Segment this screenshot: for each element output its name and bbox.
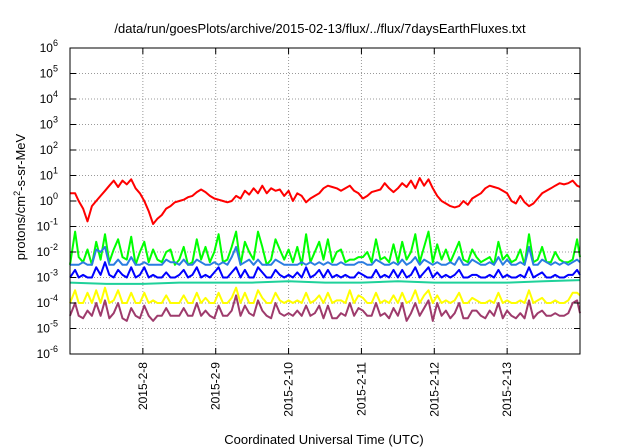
y-tick-label-base: 10 [37, 220, 51, 234]
grid [70, 48, 580, 354]
y-axis-label-prefix: protons/cm [13, 196, 28, 260]
y-tick-label: 10-5 [37, 319, 58, 336]
y-tick-labels: 10-610-510-410-310-210-11001011021031041… [37, 38, 58, 361]
y-tick-label: 102 [40, 140, 58, 157]
series-line-6 [69, 294, 581, 322]
y-tick-label: 104 [40, 89, 58, 106]
y-tick-label-exponent: 2 [53, 140, 58, 150]
y-tick-label-base: 10 [37, 322, 51, 336]
y-tick-label: 106 [40, 38, 58, 55]
y-tick-label-exponent: 4 [53, 89, 58, 99]
y-tick-label-exponent: 6 [53, 38, 58, 48]
series-line-3 [69, 261, 581, 279]
series-line-2 [70, 245, 581, 266]
y-tick-label-base: 10 [40, 92, 54, 106]
y-tick-label: 101 [40, 166, 58, 183]
y-tick-label-exponent: 1 [53, 166, 58, 176]
plot-frame [69, 47, 581, 355]
y-axis-label: protons/cm2-s-sr-MeV [12, 133, 28, 260]
x-tick-label: 2015-2-12 [427, 362, 441, 417]
series-line-0 [70, 177, 581, 225]
y-tick-label-exponent: 0 [53, 191, 58, 201]
y-tick-label-base: 10 [40, 143, 54, 157]
x-tick-label: 2015-2-10 [282, 362, 296, 417]
chart-title: /data/run/goesPlots/archive/2015-02-13/f… [114, 21, 526, 36]
y-tick-label-exponent: -4 [50, 293, 58, 303]
y-tick-label-base: 10 [37, 347, 51, 361]
y-tick-label-exponent: -1 [50, 217, 58, 227]
x-tick-labels: 2015-2-8 2015-2-9 2015-2-10 2015-2-11 2015-2… [136, 362, 514, 417]
y-tick-label-exponent: 3 [53, 115, 58, 125]
y-tick-label-base: 10 [37, 245, 51, 259]
y-tick-label: 100 [40, 191, 58, 208]
series-line-1 [69, 230, 581, 266]
y-tick-label-exponent: -5 [50, 319, 58, 329]
series-lines [69, 177, 581, 322]
y-tick-label-exponent: 5 [53, 64, 58, 74]
x-tick-label: 2015-2-9 [209, 362, 223, 410]
y-tick-label-exponent: -3 [50, 268, 58, 278]
x-tick-label: 2015-2-11 [354, 362, 368, 416]
y-tick-label-exponent: -2 [50, 242, 58, 252]
series-line-4 [69, 279, 581, 285]
x-tick-label: 2015-2-13 [500, 362, 514, 417]
y-tick-label-base: 10 [40, 169, 54, 183]
y-tick-label-exponent: -6 [50, 344, 58, 354]
y-tick-label-base: 10 [40, 41, 54, 55]
y-tick-label: 10-4 [37, 293, 58, 310]
y-tick-label: 10-2 [37, 242, 58, 259]
y-tick-label: 10-6 [37, 344, 58, 361]
tick-marks [70, 47, 580, 355]
x-axis-label: Coordinated Universal Time (UTC) [224, 432, 423, 447]
y-tick-label: 103 [40, 115, 58, 132]
y-axis-label-suffix: -s-sr-MeV [13, 133, 28, 190]
y-tick-label: 10-1 [37, 217, 58, 234]
y-tick-label-base: 10 [40, 67, 54, 81]
series-line-5 [69, 286, 581, 304]
y-tick-label-base: 10 [37, 271, 51, 285]
y-tick-label-base: 10 [40, 118, 54, 132]
y-tick-label-base: 10 [37, 296, 51, 310]
y-tick-label: 10-3 [37, 268, 58, 285]
y-tick-label: 105 [40, 64, 58, 81]
x-tick-label: 2015-2-8 [136, 362, 150, 410]
y-tick-label-base: 10 [40, 194, 54, 208]
y-axis-label-sup: 2 [12, 191, 22, 196]
